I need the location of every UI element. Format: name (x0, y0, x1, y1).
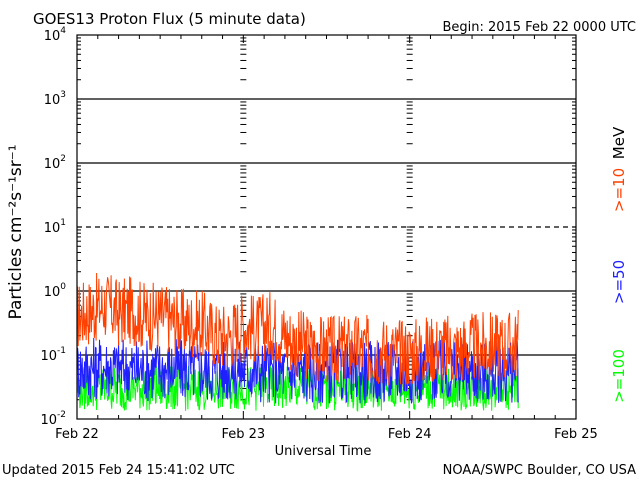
begin-date: Begin: 2015 Feb 22 0000 UTC (442, 20, 636, 35)
updated-timestamp: Updated 2015 Feb 24 15:41:02 UTC (2, 463, 235, 478)
series-line-1 (76, 337, 519, 404)
legend-unit-label: MeV (610, 126, 628, 159)
y-axis-label: Particles cm⁻²s⁻¹sr⁻¹ (6, 144, 26, 319)
y-tick-label: 104 (44, 26, 67, 44)
series-line-0 (76, 272, 519, 388)
y-tick-label: 102 (44, 154, 66, 172)
x-tick-label: Feb 22 (55, 427, 99, 442)
y-tick-label: 10-2 (40, 410, 66, 428)
y-tick-labels: 10-2 10-1 100 101 102 103 104 (40, 26, 66, 428)
y-tick-label: 101 (44, 218, 66, 236)
x-axis-label: Universal Time (275, 444, 372, 459)
y-tick-label: 100 (44, 282, 67, 300)
y-tick-label: 103 (44, 90, 66, 108)
y-tick-label: 10-1 (40, 346, 66, 364)
legend-series-100: >=100 (610, 349, 628, 403)
legend-series-10: >=10 (610, 168, 628, 212)
chart-title: GOES13 Proton Flux (5 minute data) (33, 10, 306, 28)
x-tick-labels: Feb 22 Feb 23 Feb 24 Feb 25 (55, 427, 598, 442)
series-layer (76, 272, 519, 412)
x-tick-label: Feb 23 (221, 427, 265, 442)
credit-text: NOAA/SWPC Boulder, CO USA (443, 463, 636, 478)
x-tick-label: Feb 24 (388, 427, 432, 442)
series-line-2 (76, 365, 519, 412)
x-tick-label: Feb 25 (554, 427, 598, 442)
plot-frame (76, 34, 577, 420)
legend: MeV >=10 >=50 >=100 (610, 126, 628, 403)
legend-series-50: >=50 (610, 260, 628, 304)
